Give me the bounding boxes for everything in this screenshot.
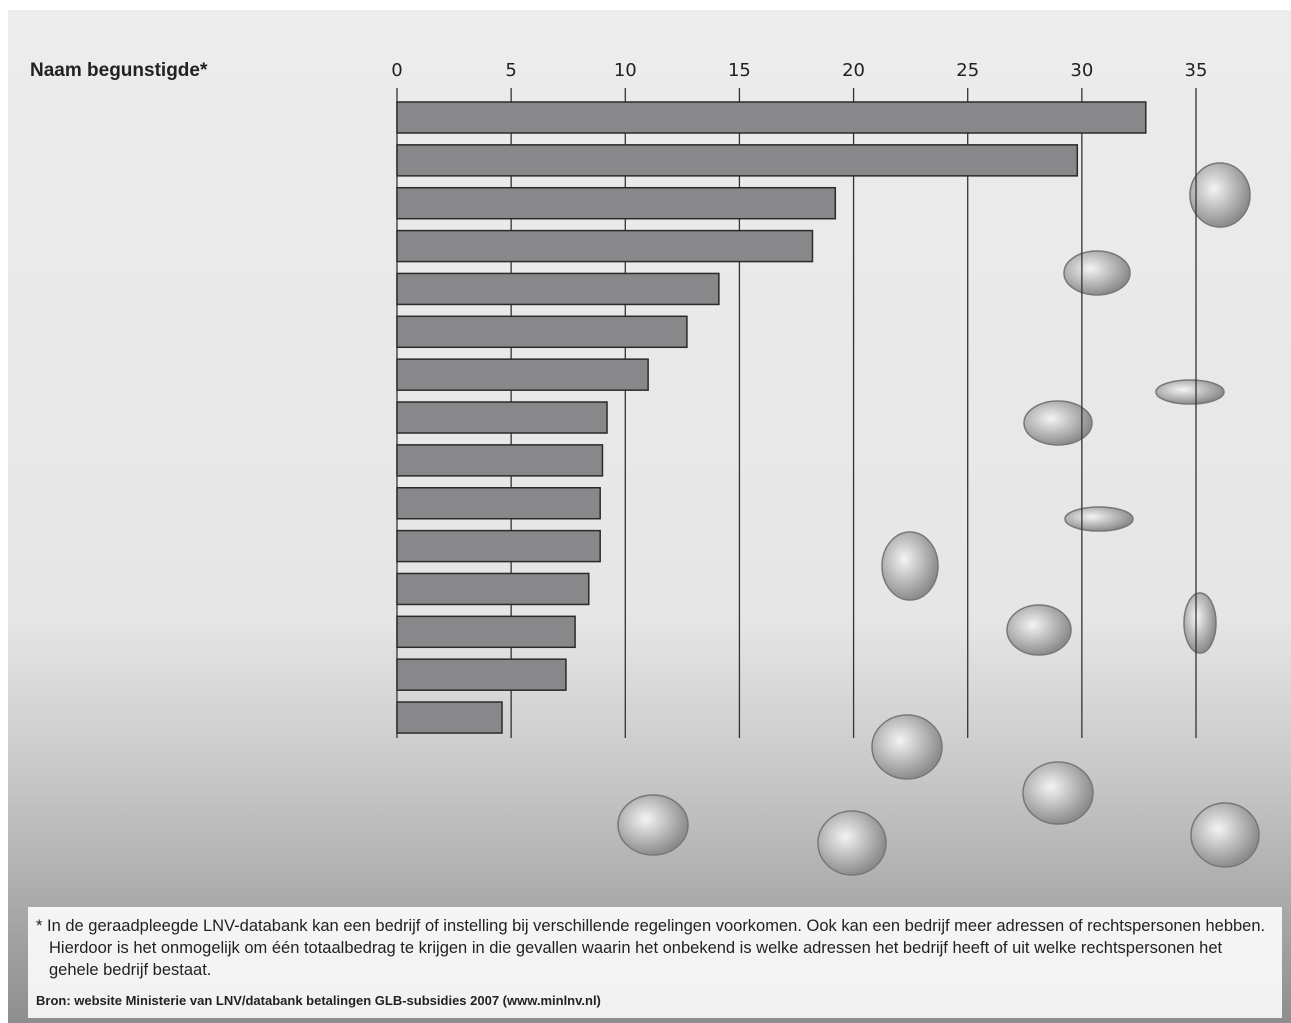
x-tick-label: 30 <box>1070 60 1093 81</box>
x-tick-label: 15 <box>728 60 751 81</box>
bar <box>396 658 567 691</box>
bar <box>396 572 590 606</box>
x-tick-label: 35 <box>1185 60 1208 81</box>
bar <box>396 358 649 391</box>
x-tick-label: 5 <box>505 60 516 81</box>
bar <box>396 101 1147 134</box>
x-tick-label: 0 <box>391 60 402 81</box>
x-tick-label: 10 <box>614 60 637 81</box>
bar <box>396 615 576 649</box>
note-box: * In de geraadpleegde LNV-databank kan e… <box>28 907 1282 1018</box>
bar <box>396 701 503 734</box>
bar <box>396 486 601 520</box>
footnote: * In de geraadpleegde LNV-databank kan e… <box>36 917 1266 979</box>
chart-title: Naam begunstigde* <box>30 60 208 81</box>
bar <box>396 444 604 477</box>
bar <box>396 315 688 349</box>
bar <box>396 229 814 263</box>
x-tick-label: 20 <box>842 60 865 81</box>
source: Bron: website Ministerie van LNV/databan… <box>36 993 601 1008</box>
bar <box>396 272 720 306</box>
coins <box>617 162 1260 876</box>
bar <box>396 186 837 220</box>
bar <box>396 144 1079 177</box>
bar <box>396 401 608 434</box>
x-tick-label: 25 <box>956 60 979 81</box>
bar <box>396 529 601 563</box>
